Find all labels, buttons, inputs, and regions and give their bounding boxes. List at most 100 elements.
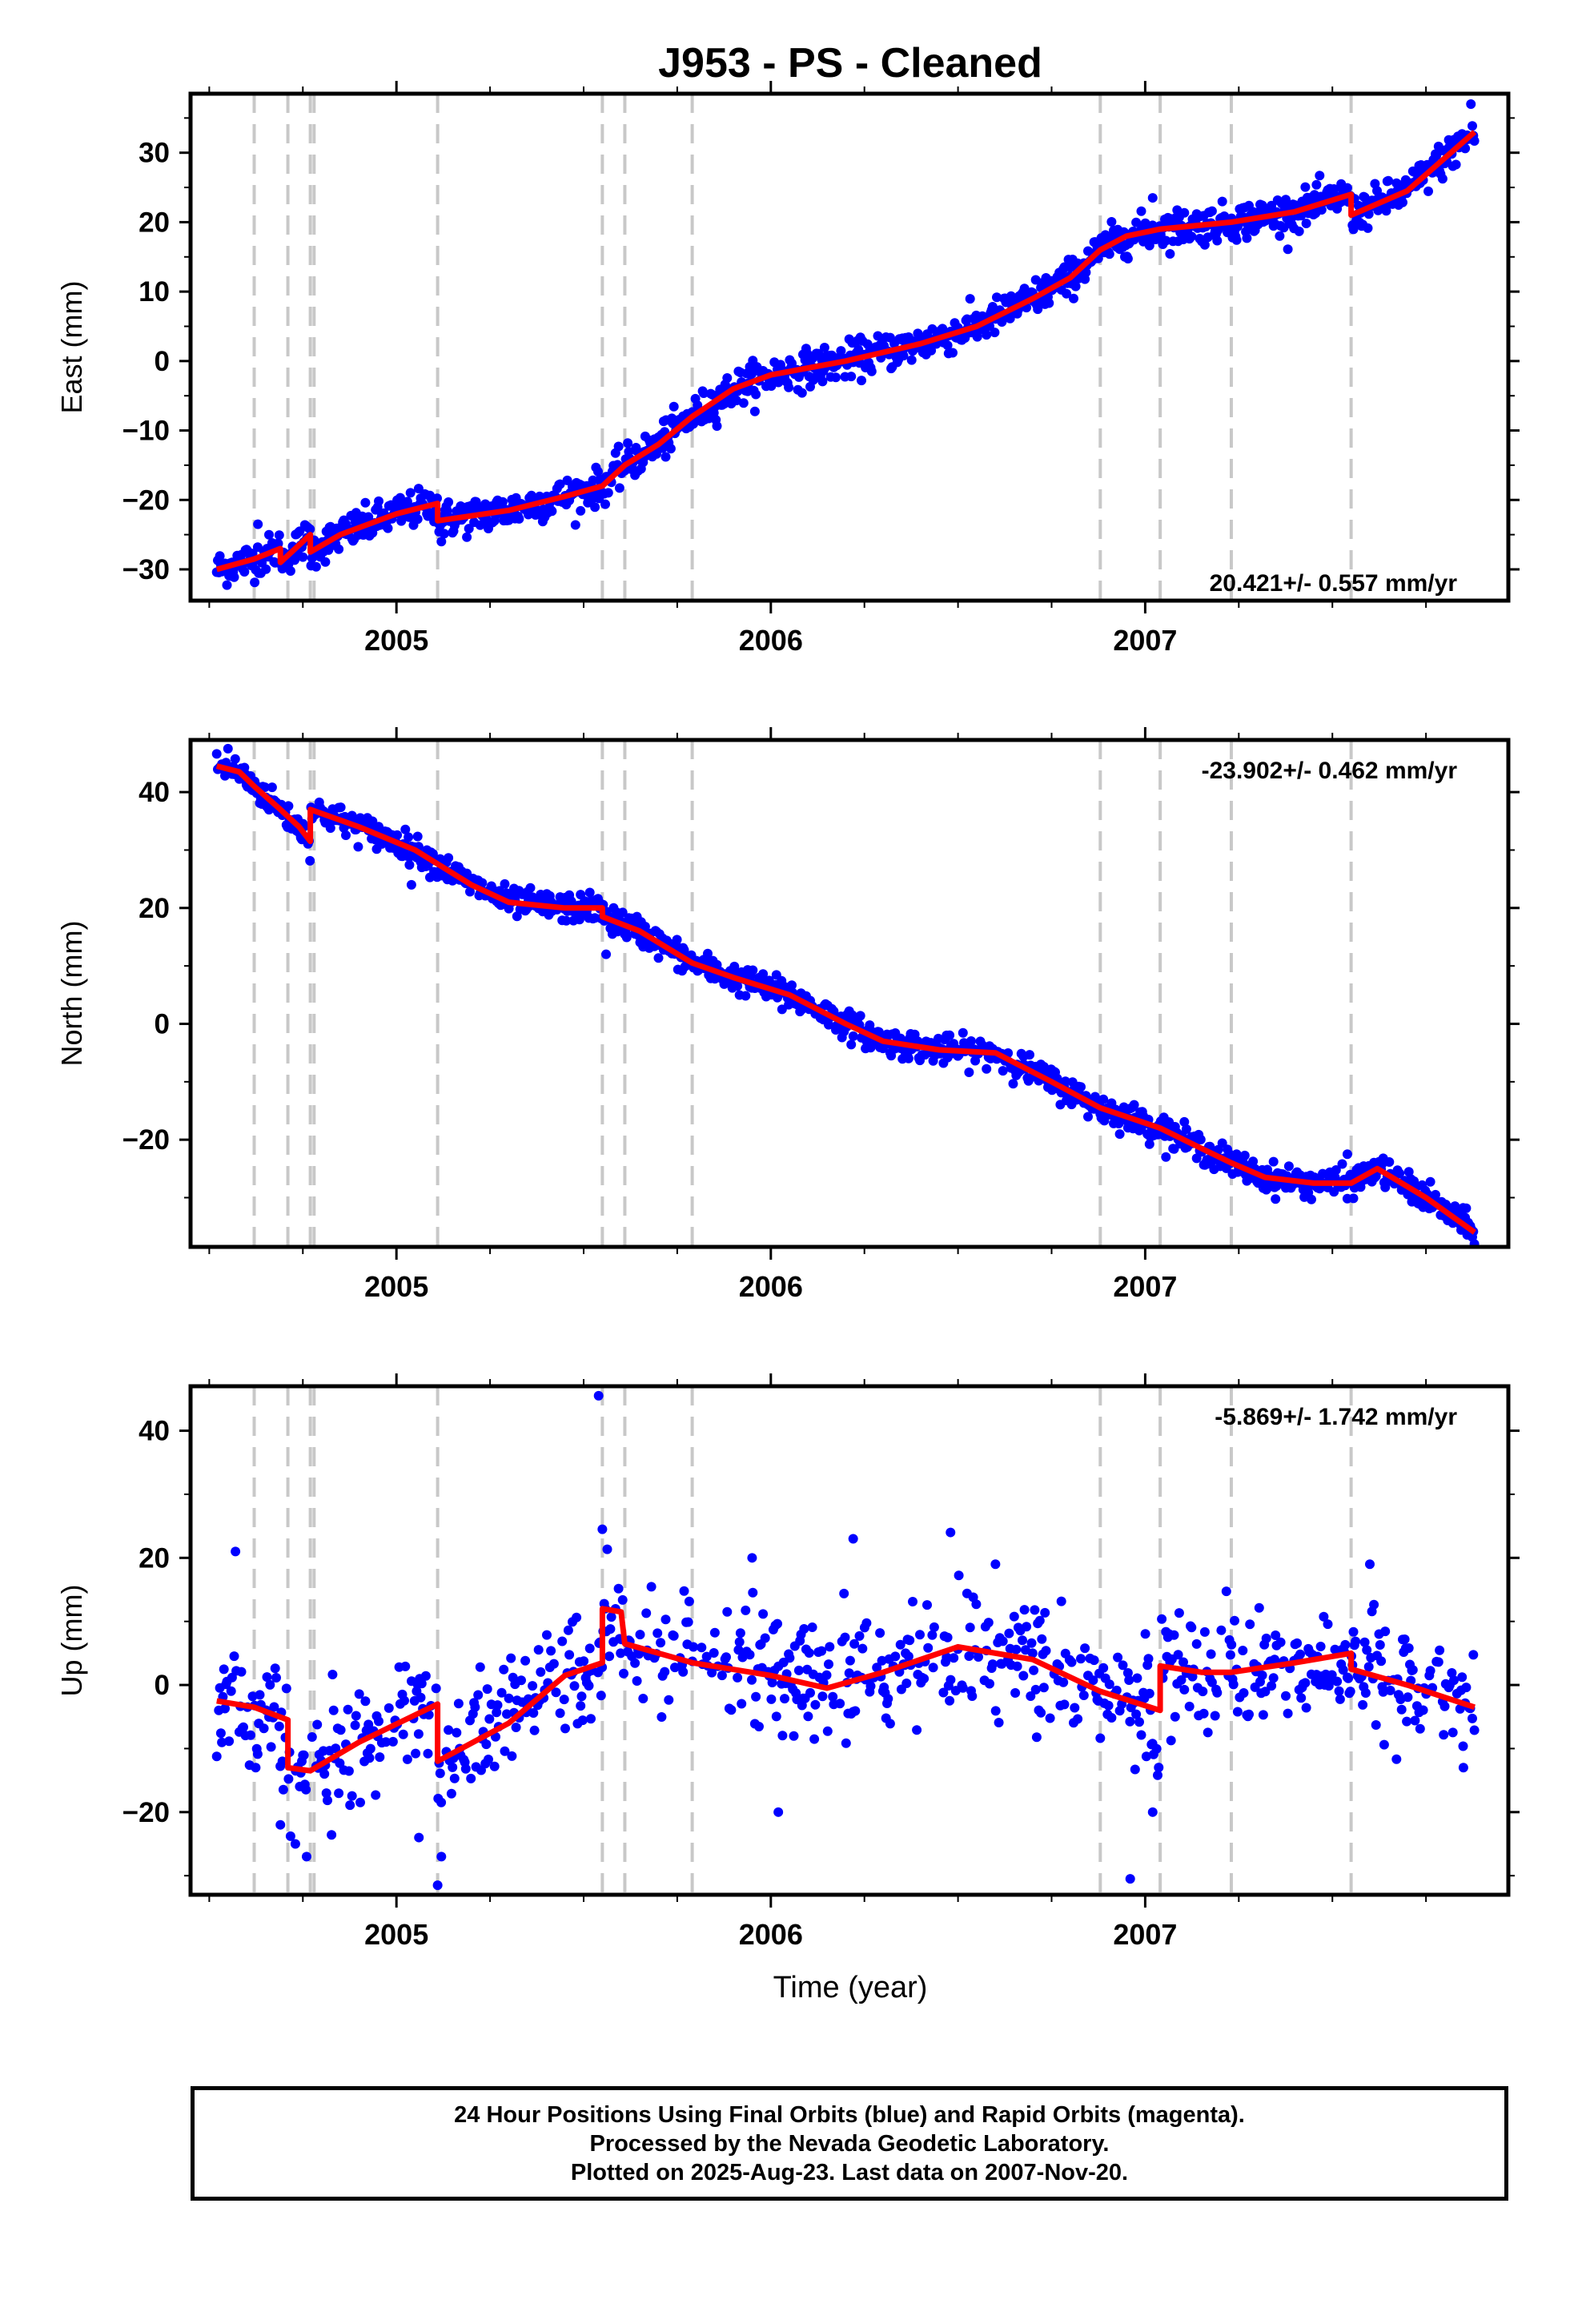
data-point xyxy=(908,1597,917,1606)
data-point xyxy=(1315,1642,1326,1651)
data-point xyxy=(683,1617,693,1627)
data-point xyxy=(533,1645,544,1655)
data-point xyxy=(570,520,580,530)
data-point xyxy=(261,564,271,574)
data-point xyxy=(321,1788,331,1799)
data-point xyxy=(624,447,634,456)
data-point xyxy=(927,324,938,334)
data-point xyxy=(1461,1683,1472,1693)
data-point xyxy=(1179,207,1190,218)
data-point xyxy=(1248,1156,1259,1167)
data-point xyxy=(1281,1691,1291,1701)
data-point xyxy=(1161,235,1171,246)
data-point xyxy=(1195,1135,1206,1144)
data-point xyxy=(590,502,600,513)
data-point xyxy=(572,1612,582,1622)
outlier-point xyxy=(290,1839,300,1849)
data-point xyxy=(987,1659,998,1670)
data-point xyxy=(751,1691,761,1702)
data-point xyxy=(529,1725,540,1735)
data-point xyxy=(1170,1711,1180,1722)
data-point xyxy=(903,1651,913,1662)
data-point xyxy=(343,1704,353,1715)
data-point xyxy=(1104,249,1114,259)
data-point xyxy=(1038,1683,1049,1693)
data-point xyxy=(678,1667,689,1677)
data-point xyxy=(707,1667,717,1678)
data-point xyxy=(967,1691,978,1701)
y-tick-label: 0 xyxy=(155,1008,170,1039)
data-point xyxy=(1122,1668,1133,1678)
y-tick-label: −30 xyxy=(122,554,170,585)
data-point xyxy=(1191,1638,1202,1649)
data-point xyxy=(1004,1628,1014,1638)
data-point xyxy=(520,1655,531,1666)
data-point xyxy=(1371,1720,1381,1730)
data-point xyxy=(974,1652,983,1662)
data-point xyxy=(901,1679,912,1688)
model-fit-line xyxy=(215,763,1476,1235)
data-point xyxy=(1403,1643,1414,1653)
data-point xyxy=(828,1691,838,1702)
data-point xyxy=(502,1709,512,1719)
data-point xyxy=(420,1671,431,1681)
velocity-annotation: 20.421+/- 0.557 mm/yr xyxy=(1210,570,1458,597)
data-point xyxy=(319,1769,330,1779)
data-point xyxy=(1261,1633,1271,1643)
data-point xyxy=(784,382,794,392)
data-point xyxy=(345,1800,355,1811)
data-point xyxy=(1181,1124,1191,1134)
data-point xyxy=(1045,1713,1055,1723)
data-point xyxy=(942,1632,953,1642)
data-point xyxy=(898,351,909,361)
data-point xyxy=(1345,1687,1355,1697)
data-point xyxy=(1283,1708,1293,1719)
data-point xyxy=(331,1743,341,1754)
footer-line-2: Processed by the Nevada Geodetic Laborat… xyxy=(589,2130,1110,2157)
x-tick-label: 2006 xyxy=(739,1918,803,1951)
data-point xyxy=(1172,205,1182,215)
data-point xyxy=(363,1719,374,1730)
data-point xyxy=(912,1725,922,1735)
data-point xyxy=(1025,1050,1034,1060)
data-point xyxy=(1358,1699,1368,1710)
data-point xyxy=(787,980,797,991)
data-point xyxy=(215,1728,226,1739)
data-point xyxy=(1260,1687,1271,1697)
data-point xyxy=(679,1586,689,1596)
data-point xyxy=(1403,1167,1414,1177)
data-point xyxy=(462,532,472,542)
data-point xyxy=(1060,1076,1070,1087)
data-point xyxy=(1457,1672,1468,1683)
data-point xyxy=(721,1652,731,1663)
data-point xyxy=(1080,1643,1090,1654)
data-point xyxy=(465,887,475,897)
data-point xyxy=(926,345,937,356)
data-point xyxy=(492,1700,503,1711)
outlier-point xyxy=(661,415,671,425)
data-point xyxy=(576,1691,587,1702)
data-point xyxy=(1070,281,1081,292)
footer-line-1: 24 Hour Positions Using Final Orbits (bl… xyxy=(454,2101,1245,2128)
data-point xyxy=(848,1031,858,1041)
data-point xyxy=(1186,231,1197,242)
data-point xyxy=(259,1723,269,1734)
data-point xyxy=(1363,223,1373,233)
data-point xyxy=(251,1763,261,1773)
data-point xyxy=(895,1639,905,1650)
data-point xyxy=(1113,1652,1123,1663)
data-point xyxy=(1238,1646,1248,1655)
data-point xyxy=(866,366,877,376)
data-point xyxy=(938,1687,949,1698)
outlier-point xyxy=(990,1559,1001,1570)
data-point xyxy=(946,1675,956,1685)
data-point xyxy=(1283,244,1293,255)
data-point xyxy=(600,499,610,509)
data-point xyxy=(1078,1691,1089,1700)
outlier-point xyxy=(597,1524,608,1534)
data-point xyxy=(564,1650,575,1660)
data-point xyxy=(1359,1637,1370,1647)
data-point xyxy=(745,1650,755,1660)
model-fit-line xyxy=(216,1606,1476,1774)
data-point xyxy=(767,1678,777,1687)
